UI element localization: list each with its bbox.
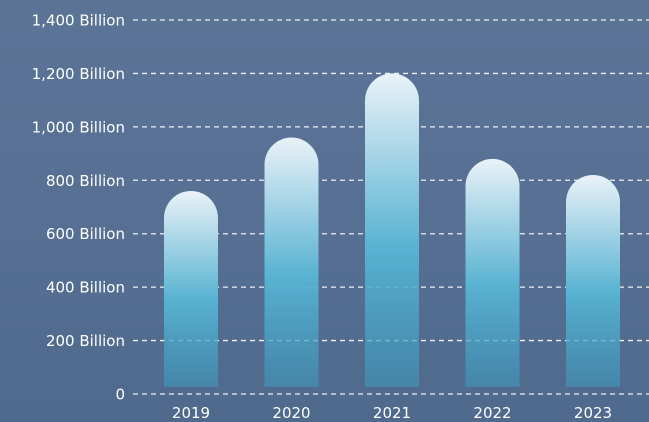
gridlines [133, 19, 649, 395]
y-tick-label: 200 Billion [46, 332, 125, 350]
bar-2023 [566, 174, 620, 387]
y-tick-label: 1,000 Billion [32, 118, 125, 136]
y-tick-label: 400 Billion [46, 279, 125, 297]
y-tick-label: 800 Billion [46, 172, 125, 190]
x-tick-label: 2021 [373, 404, 411, 422]
y-tick-label: 0 [115, 386, 125, 404]
x-axis-ticks: 2019 2020 2021 2022 2023 [172, 404, 612, 422]
bar-2019 [164, 190, 218, 387]
y-axis-ticks: 0 200 Billion 400 Billion 600 Billion 800 Bi… [32, 12, 125, 404]
x-tick-label: 2023 [574, 404, 612, 422]
x-tick-label: 2019 [172, 404, 210, 422]
y-tick-label: 600 Billion [46, 225, 125, 243]
x-tick-label: 2022 [473, 404, 511, 422]
bar-2022 [465, 158, 520, 387]
x-tick-label: 2020 [272, 404, 310, 422]
bars [164, 73, 620, 387]
y-tick-label: 1,200 Billion [32, 65, 125, 83]
bar-2021 [365, 73, 419, 387]
bar-2020 [264, 137, 319, 387]
y-tick-label: 1,400 Billion [32, 12, 125, 30]
